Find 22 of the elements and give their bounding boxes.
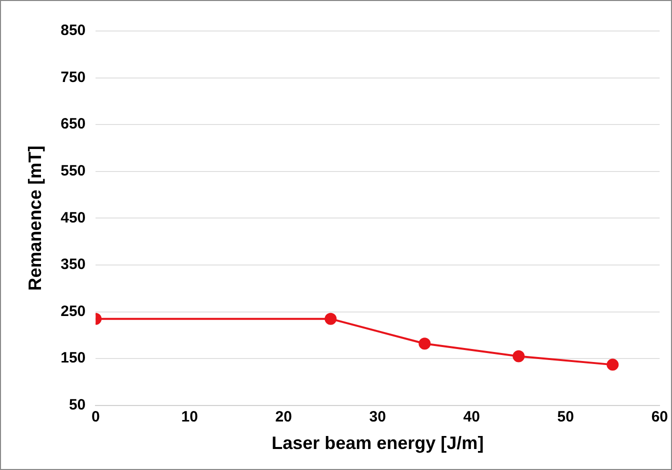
x-tick-label: 30 (369, 408, 386, 426)
x-tick-label: 20 (275, 408, 292, 426)
x-tick-label: 40 (463, 408, 480, 426)
y-tick-label: 250 (60, 302, 86, 320)
y-tick-label: 650 (60, 116, 86, 133)
x-tick-label: 50 (557, 408, 574, 426)
point (324, 312, 337, 325)
y-tick-label: 450 (60, 209, 86, 226)
y-tick-label: 50 (68, 396, 86, 414)
y-tick-label: 750 (60, 68, 86, 86)
x-tick-label: 0 (91, 408, 100, 426)
x-tick-label: 10 (181, 408, 198, 426)
point (512, 350, 525, 362)
y-tick-label: 350 (60, 256, 86, 274)
point (606, 358, 619, 371)
y-tick-label: 850 (60, 22, 86, 40)
point (418, 338, 431, 350)
x-tick-label: 60 (651, 408, 668, 426)
x-axis-title: Laser beam energy [J/m] (272, 433, 484, 454)
y-tick-label: 550 (60, 162, 86, 180)
y-tick-label: 150 (60, 350, 86, 367)
y-axis-title: Remanence [mT] (24, 146, 45, 291)
